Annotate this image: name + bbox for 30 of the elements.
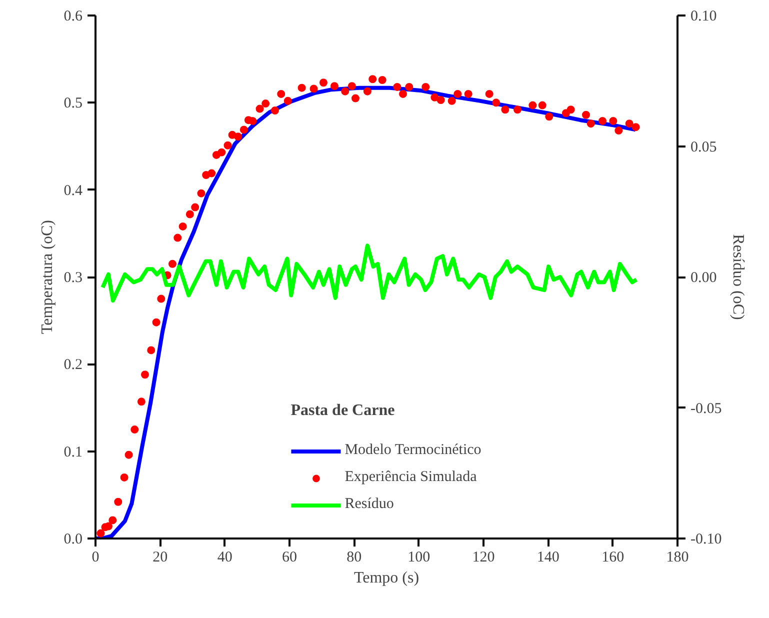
- x-tick-label: 160: [602, 550, 624, 566]
- y2-tick-label: -0.10: [690, 532, 722, 548]
- x-tick-label: 80: [346, 550, 362, 566]
- y2-tick-label: 0.05: [690, 139, 717, 156]
- legend-label: Resíduo: [344, 496, 394, 513]
- y-tick-label: 0.6: [64, 8, 83, 24]
- legend-title: Pasta de Carne: [290, 402, 396, 420]
- y2-tick-label: -0.05: [690, 400, 722, 417]
- y-tick-label: 0.2: [64, 357, 82, 374]
- x-tick-label: 20: [152, 550, 168, 566]
- legend-label: Experiência Simulada: [344, 469, 477, 486]
- y-tick-label: 0.1: [64, 444, 82, 460]
- y-tick-label: 0.0: [64, 532, 82, 548]
- y2-tick-label: 0.00: [690, 270, 717, 286]
- x-axis-title: Tempo (s): [354, 570, 420, 586]
- legend-label: Modelo Termocinético: [344, 442, 482, 459]
- y-tick-label: 0.5: [64, 96, 82, 112]
- x-tick-label: 40: [217, 550, 232, 566]
- y-tick-label: 0.4: [64, 182, 83, 199]
- y2-tick-label: 0.10: [690, 8, 717, 24]
- x-tick-label: 100: [408, 550, 430, 566]
- y-axis-title: Temperatura (oC): [38, 220, 56, 334]
- y2-axis-title: Resíduo (oC): [730, 234, 747, 320]
- x-tick-label: 0: [92, 550, 100, 566]
- x-tick-label: 120: [472, 550, 495, 566]
- y-tick-label: 0.3: [64, 270, 82, 286]
- line-series: [100, 244, 638, 303]
- x-tick-label: 180: [666, 550, 689, 566]
- x-tick-label: 140: [536, 550, 560, 566]
- x-tick-label: 60: [282, 550, 297, 566]
